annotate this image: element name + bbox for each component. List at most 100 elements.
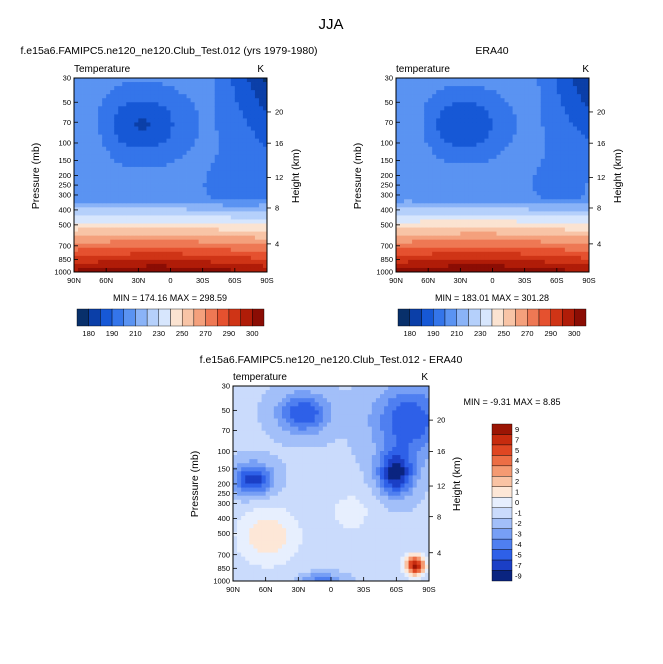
heatmap-cell: [568, 207, 574, 212]
heatmap-cell: [198, 102, 204, 107]
heatmap-cell: [154, 175, 159, 180]
heatmap-cell: [166, 199, 171, 204]
heatmap-cell: [484, 82, 489, 87]
heatmap-cell: [436, 110, 441, 115]
heatmap-cell: [432, 219, 437, 224]
heatmap-cell: [584, 231, 590, 237]
heatmap-cell: [178, 259, 183, 265]
heatmap-cell: [492, 235, 497, 241]
heatmap-cell: [536, 106, 542, 111]
heatmap-cell: [440, 114, 445, 119]
heatmap-cell: [520, 82, 526, 87]
heatmap-cell: [202, 82, 208, 87]
heatmap-cell: [114, 150, 119, 156]
heatmap-cell: [576, 162, 582, 168]
heatmap-cell: [150, 243, 155, 249]
heatmap-cell: [496, 203, 501, 208]
heatmap-cell: [114, 247, 119, 253]
heatmap-cell: [504, 247, 509, 253]
heatmap-cell: [150, 138, 155, 144]
heatmap-cell: [456, 267, 461, 273]
heatmap-cell: [202, 231, 208, 237]
heatmap-cell: [106, 179, 111, 184]
heatmap-cell: [408, 82, 413, 87]
heatmap-cell: [166, 187, 171, 192]
heatmap-cell: [186, 142, 191, 148]
heatmap-cell: [412, 247, 417, 253]
heatmap-cell: [78, 227, 83, 232]
heatmap-cell: [130, 146, 135, 152]
heatmap-cell: [560, 263, 566, 269]
heatmap-cell: [126, 267, 131, 273]
heatmap-cell: [138, 227, 143, 232]
heatmap-cell: [432, 259, 437, 265]
heatmap-cell: [206, 114, 212, 119]
heatmap-cell: [520, 142, 526, 148]
colorbar-swatch: [228, 308, 241, 327]
heatmap-cell: [536, 114, 542, 119]
heatmap-cell: [568, 203, 574, 208]
panel-unit-label: K: [257, 64, 264, 75]
heatmap-cell: [568, 90, 574, 95]
heatmap-cell: [134, 263, 139, 269]
heatmap-cell: [94, 191, 99, 196]
heatmap-cell: [245, 402, 250, 407]
heatmap-cell: [492, 175, 497, 180]
heatmap-cell: [98, 146, 103, 152]
heatmap-cell: [488, 267, 493, 273]
heatmap-cell: [568, 215, 574, 220]
heatmap-cell: [237, 536, 242, 541]
heatmap-cell: [170, 267, 175, 273]
heatmap-cell: [174, 195, 179, 200]
heatmap-cell: [524, 255, 530, 261]
heatmap-cell: [516, 195, 522, 200]
heatmap-cell: [536, 78, 542, 83]
heatmap-cell: [110, 263, 115, 269]
heatmap-cell: [218, 227, 224, 232]
heatmap-cell: [484, 191, 489, 196]
heatmap-cell: [258, 114, 264, 119]
heatmap-cell: [464, 203, 469, 208]
heatmap-cell: [584, 263, 590, 269]
heatmap-cell: [166, 110, 171, 115]
heatmap-cell: [249, 406, 254, 411]
heatmap-cell: [508, 223, 513, 228]
heatmap-cell: [564, 170, 570, 176]
heatmap-cell: [210, 231, 216, 237]
heatmap-cell: [78, 78, 83, 83]
heatmap-cell: [540, 90, 546, 95]
heatmap-cell: [580, 263, 586, 269]
heatmap-cell: [504, 211, 509, 216]
heatmap-cell: [576, 98, 582, 103]
heatmap-cell: [262, 227, 268, 232]
heatmap-cell: [138, 251, 143, 257]
heatmap-cell: [142, 211, 147, 216]
heatmap-cell: [182, 243, 187, 249]
heatmap-cell: [400, 110, 405, 115]
heatmap-cell: [400, 223, 405, 228]
heatmap-cell: [234, 239, 240, 245]
heatmap-cell: [245, 451, 250, 456]
heatmap-cell: [464, 231, 469, 237]
heatmap-cell: [428, 146, 433, 152]
heatmap-cell: [548, 146, 554, 152]
heatmap-cell: [102, 158, 107, 164]
heatmap-cell: [528, 219, 534, 224]
heatmap-cell: [146, 247, 151, 253]
heatmap-cell: [241, 479, 246, 484]
heatmap-cell: [508, 138, 513, 144]
heatmap-cell: [500, 150, 505, 156]
heatmap-cell: [249, 430, 254, 436]
heatmap-cell: [400, 207, 405, 212]
heatmap-cell: [496, 267, 501, 273]
heatmap-cell: [456, 134, 461, 140]
heatmap-cell: [258, 175, 264, 180]
heatmap-cell: [206, 207, 212, 212]
heatmap-cell: [424, 175, 429, 180]
heatmap-cell: [198, 207, 204, 212]
heatmap-cell: [460, 158, 465, 164]
heatmap-cell: [174, 134, 179, 140]
heatmap-cell: [218, 170, 224, 176]
heatmap-cell: [242, 102, 248, 107]
heatmap-cell: [516, 154, 522, 160]
